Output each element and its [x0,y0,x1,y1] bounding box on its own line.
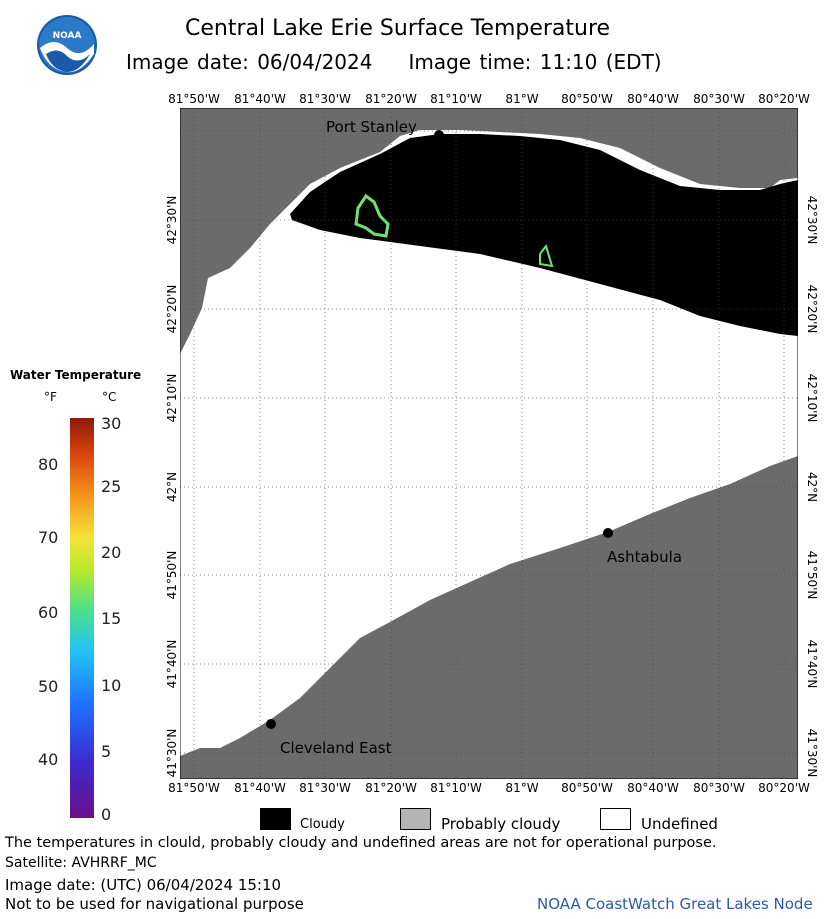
map-title: Central Lake Erie Surface Temperature [185,16,611,41]
unit-fahrenheit: °F [44,390,57,404]
fahrenheit-tick-label: 60 [38,603,59,622]
lat-label-right: 42°30'N [805,195,819,245]
lat-label-right: 42°10'N [805,373,819,423]
lat-label-right: 42°N [805,471,819,503]
water-temp-patch [539,243,554,268]
lat-label-right: 41°30'N [805,728,819,778]
lon-label-bottom: 81°W [505,781,539,795]
water-temp-patch [354,193,390,238]
cleveland-east-label: Cleveland East [280,739,392,757]
lon-label-top: 81°10'W [430,92,482,106]
lat-label-left: 42°30'N [165,195,179,245]
celsius-tick-label: 25 [101,477,122,496]
celsius-tick-label: 5 [101,742,112,761]
lon-label-top: 80°30'W [693,92,745,106]
cloudy-label: Cloudy [300,817,345,832]
image-time: Image time: 11:10 (EDT) [408,50,662,74]
lon-label-bottom: 80°30'W [693,781,745,795]
lat-label-right: 41°50'N [805,550,819,600]
lat-label-left: 42°20'N [165,284,179,334]
lon-label-top: 81°W [505,92,539,106]
undefined-label: Undefined [641,815,718,833]
lon-label-bottom: 80°50'W [561,781,613,795]
lon-label-bottom: 81°30'W [299,781,351,795]
cloudy-swatch [260,808,291,830]
northeast-land [744,108,798,168]
lon-label-bottom: 81°40'W [234,781,286,795]
lon-label-top: 80°50'W [561,92,613,106]
lon-label-top: 80°20'W [758,92,810,106]
probably-cloudy-swatch [400,808,431,830]
lon-label-bottom: 80°40'W [627,781,679,795]
unit-celsius: °C [102,390,117,404]
fahrenheit-tick-label: 70 [38,528,59,547]
noaa-logo-text: NOAA [53,31,82,41]
lon-label-top: 81°20'W [365,92,417,106]
navigation-warning: Not to be used for navigational purpose [5,895,304,913]
utc-date-text: Image date: (UTC) 06/04/2024 15:10 [5,876,282,894]
image-datetime: Image date: 06/04/2024 Image time: 11:10 … [126,50,662,74]
lon-label-top: 81°50'W [168,92,220,106]
cleveland-east-marker [266,719,276,729]
temperature-color-bar [70,418,94,818]
ashtabula-label: Ashtabula [607,548,683,566]
noaa-logo: NOAA [36,14,98,76]
credit-text: NOAA CoastWatch Great Lakes Node [537,895,813,913]
fahrenheit-tick-label: 40 [38,750,59,769]
fahrenheit-tick-label: 50 [38,677,59,696]
lon-label-top: 81°40'W [234,92,286,106]
port-stanley-marker [434,130,444,140]
lat-label-left: 42°N [165,471,179,503]
lat-label-left: 41°40'N [165,639,179,689]
north-land [180,108,798,354]
port-stanley-label: Port Stanley [326,118,417,136]
lat-label-right: 42°20'N [805,284,819,334]
lon-label-bottom: 81°20'W [365,781,417,795]
lon-label-bottom: 81°50'W [168,781,220,795]
image-date: Image date: 06/04/2024 [126,50,373,74]
satellite-text: Satellite: AVHRRF_MC [5,855,157,871]
lon-label-top: 80°40'W [627,92,679,106]
ashtabula-marker [603,528,613,538]
lake-erie-map [180,108,798,779]
lat-label-left: 42°10'N [165,373,179,423]
lat-label-left: 41°30'N [165,728,179,778]
lat-label-right: 41°40'N [805,639,819,689]
south-land [180,456,798,779]
map-grid [180,108,798,779]
cloud-mass [290,134,798,336]
celsius-tick-label: 15 [101,609,122,628]
probably-cloudy-label: Probably cloudy [441,815,561,833]
lon-label-top: 81°30'W [299,92,351,106]
fahrenheit-tick-label: 80 [38,455,59,474]
disclaimer-text: The temperatures in clould, probably clo… [5,835,717,851]
celsius-tick-label: 0 [101,805,112,824]
legend-title: Water Temperature [10,368,142,382]
celsius-tick-label: 10 [101,676,122,695]
undefined-swatch [600,808,631,830]
lon-label-bottom: 81°10'W [430,781,482,795]
lat-label-left: 41°50'N [165,550,179,600]
celsius-tick-label: 30 [101,414,122,433]
celsius-tick-label: 20 [101,543,122,562]
lon-label-bottom: 80°20'W [758,781,810,795]
